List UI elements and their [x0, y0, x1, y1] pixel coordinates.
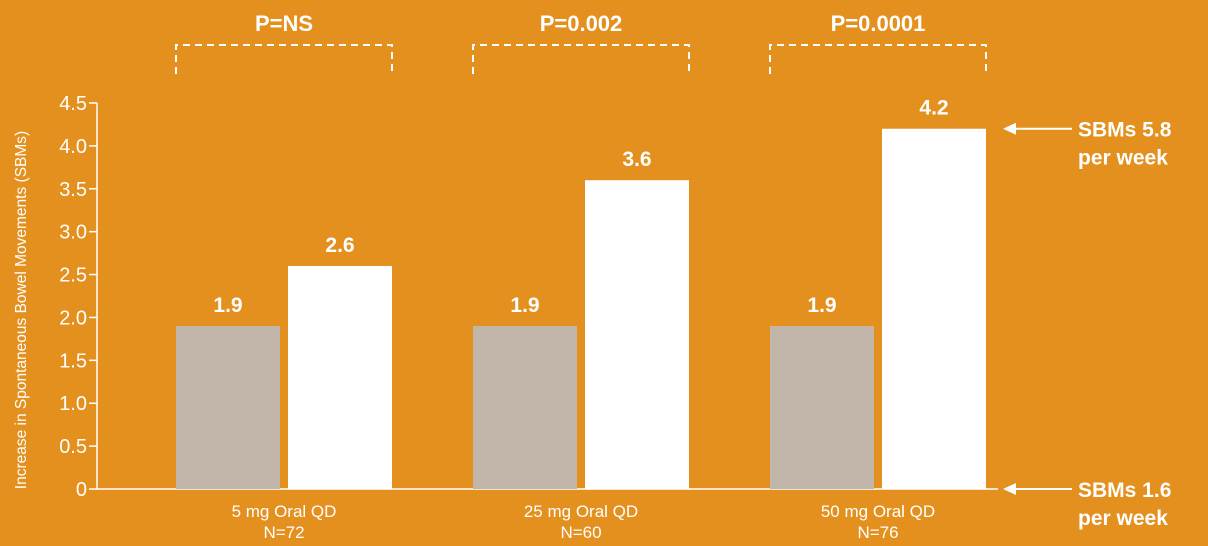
significance-bracket [175, 44, 393, 74]
y-tick-label: 0 [76, 479, 87, 501]
category-n-label: N=72 [263, 523, 304, 542]
category-n-label: N=76 [857, 523, 898, 542]
annotation-label: per week [1078, 147, 1168, 170]
category-n-label: N=60 [560, 523, 601, 542]
annotation-label: SBMs 1.6 [1078, 479, 1171, 502]
bar [473, 326, 577, 489]
y-tick-label: 3.5 [59, 179, 87, 201]
data-label: 2.6 [325, 234, 354, 257]
y-tick-label: 1.0 [59, 393, 87, 415]
bar [585, 180, 689, 489]
data-label: 1.9 [510, 294, 539, 317]
significance-bracket [769, 44, 987, 74]
category-label: 5 mg Oral QD [232, 502, 337, 521]
y-tick-label: 4.0 [59, 136, 87, 158]
annotation-label: SBMs 5.8 [1078, 119, 1172, 142]
category-label: 50 mg Oral QD [821, 502, 935, 521]
bar [770, 326, 874, 489]
annotation-arrow-head [1003, 483, 1016, 495]
y-tick-label: 1.5 [59, 350, 87, 372]
y-axis-label: Increase in Spontaneous Bowel Movements … [13, 131, 30, 489]
y-tick-label: 3.0 [59, 222, 87, 244]
bar [882, 128, 986, 489]
category-label: 25 mg Oral QD [524, 502, 638, 521]
y-tick-label: 2.5 [59, 265, 87, 287]
data-label: 1.9 [807, 294, 836, 317]
y-tick-label: 0.5 [59, 436, 87, 458]
p-value-label: P=NS [255, 11, 313, 36]
significance-bracket [472, 44, 690, 74]
annotation-arrow-head [1003, 122, 1016, 135]
data-label: 3.6 [622, 148, 651, 171]
p-value-label: P=0.002 [540, 11, 623, 36]
annotation-label: per week [1078, 507, 1168, 530]
bar [288, 265, 392, 489]
bar [176, 326, 280, 489]
data-label: 4.2 [919, 97, 948, 120]
y-tick-label: 2.0 [59, 307, 87, 329]
p-value-label: P=0.0001 [831, 11, 926, 36]
y-tick-label: 4.5 [59, 93, 87, 115]
data-label: 1.9 [213, 294, 242, 317]
